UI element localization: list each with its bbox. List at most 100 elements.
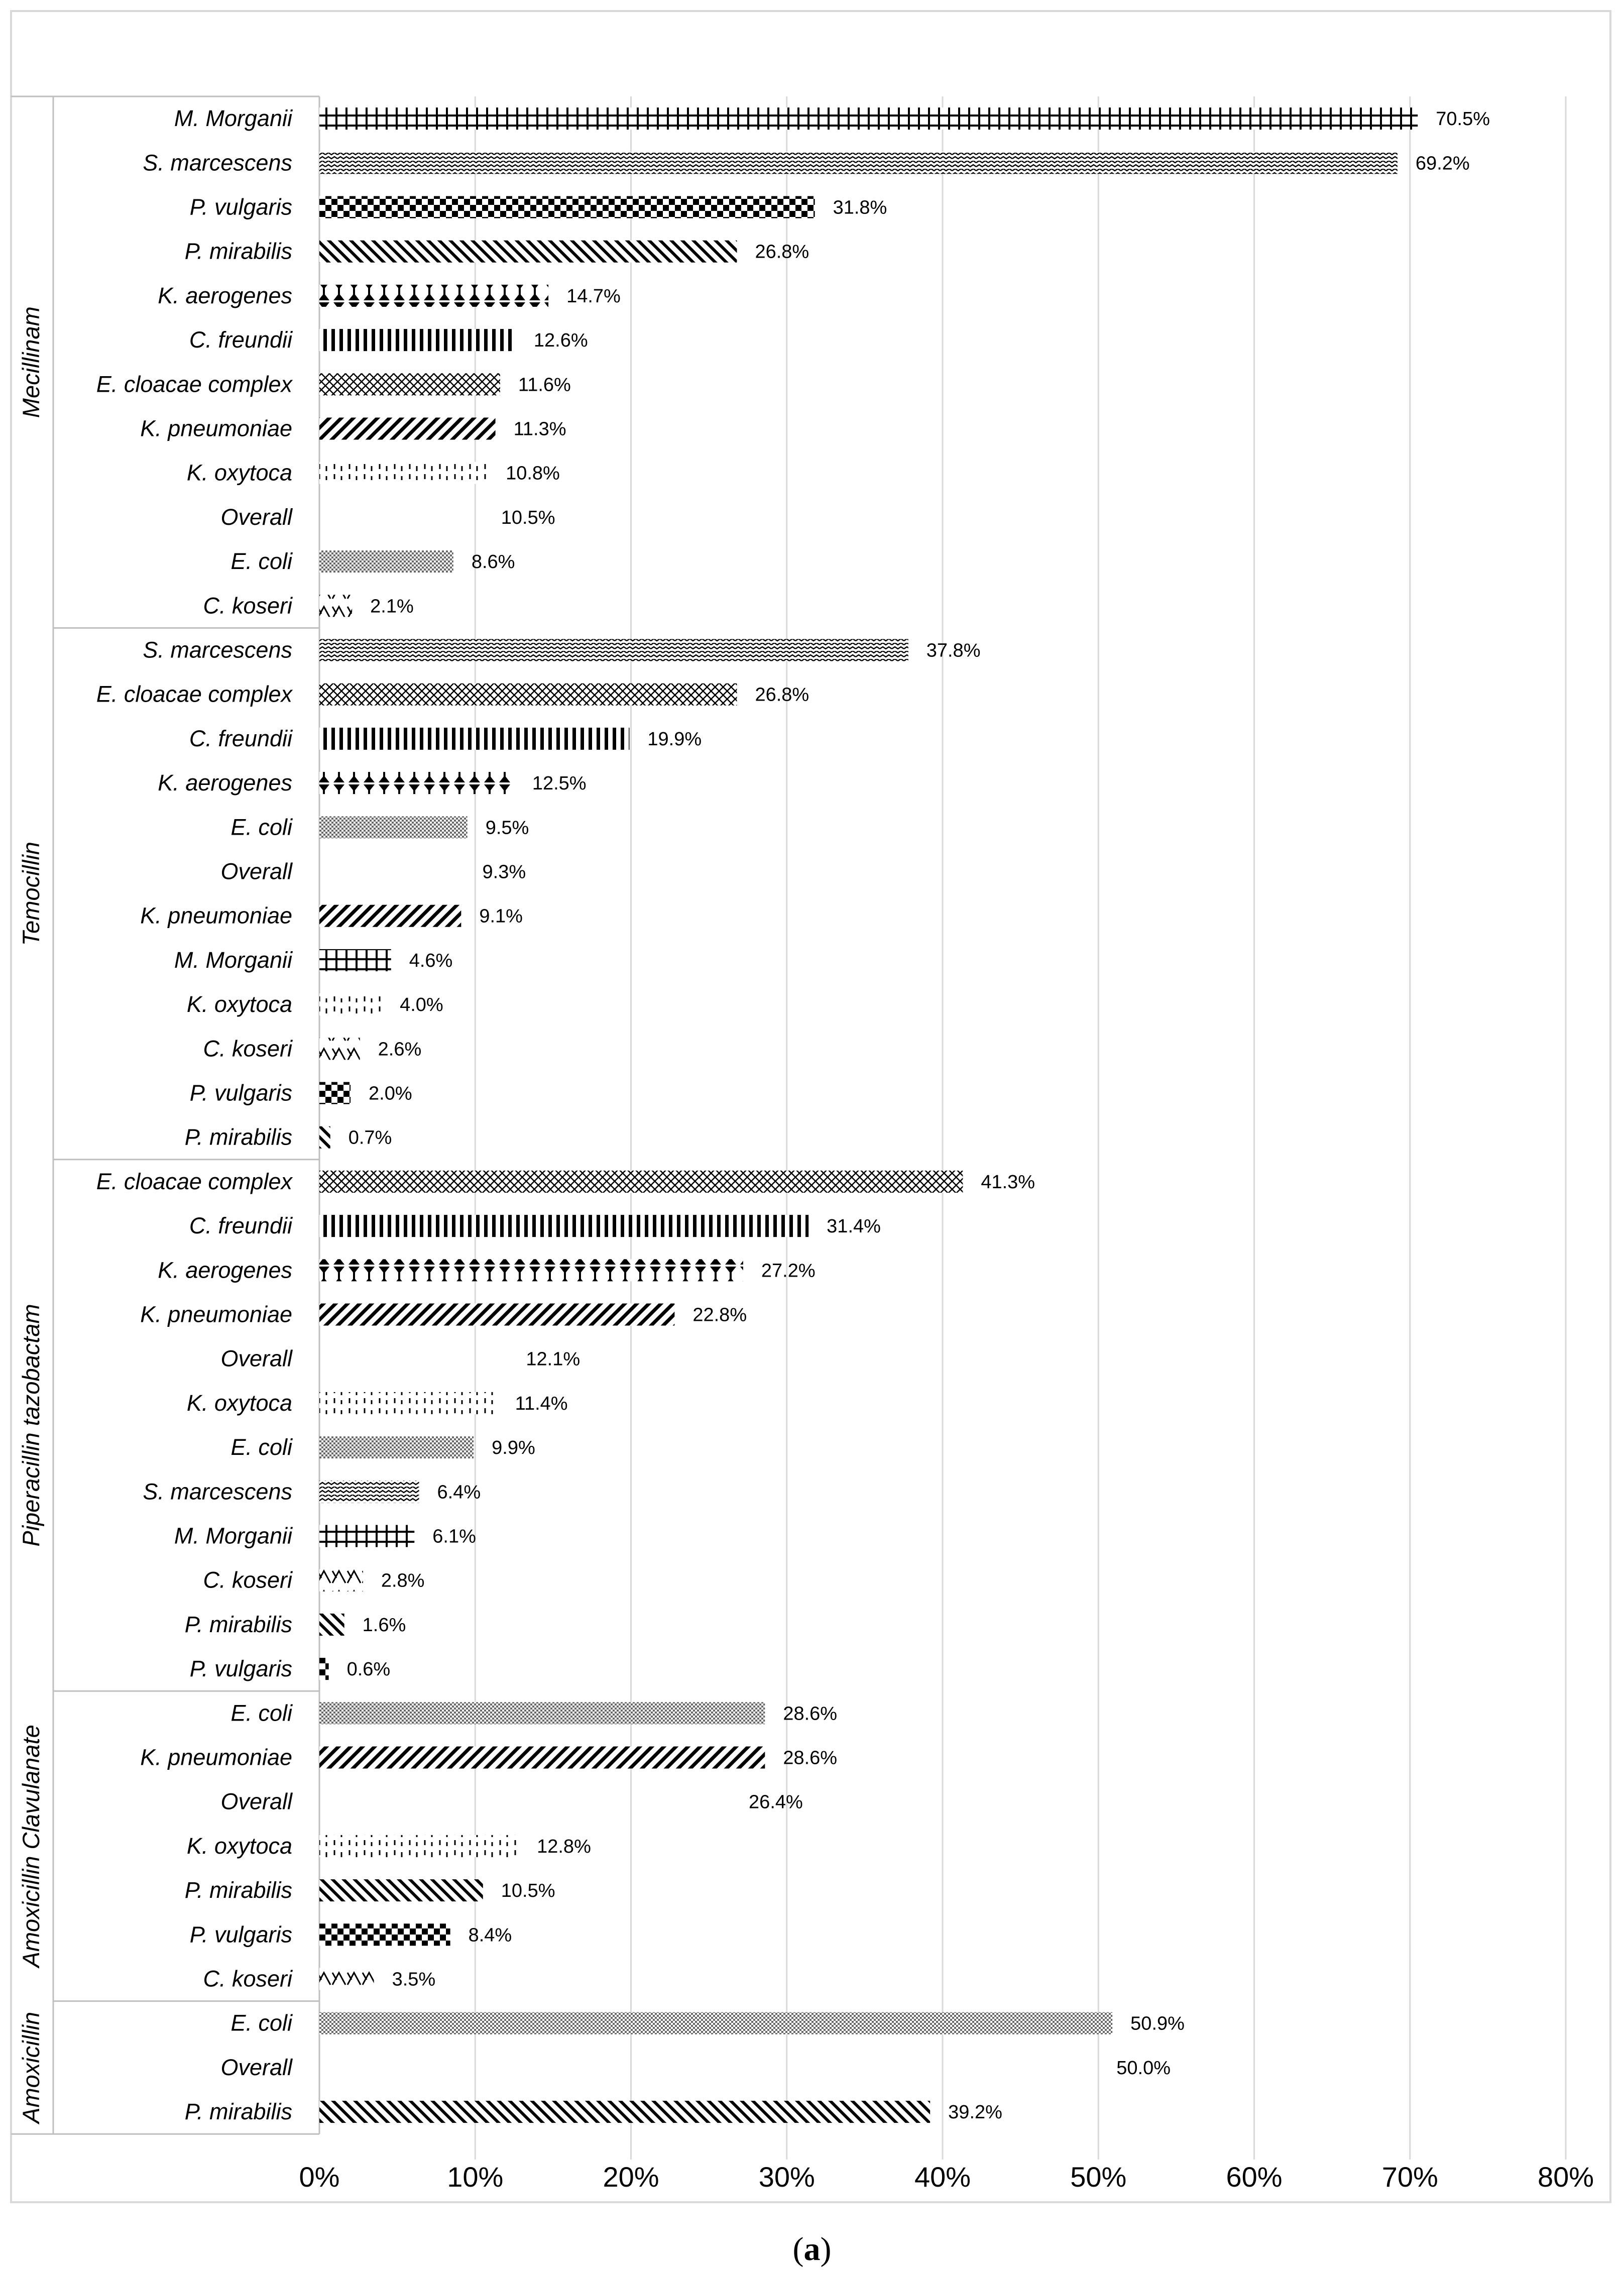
category-label: E. coli [230,1434,293,1460]
category-label: M. Morganii [174,947,293,973]
category-label: P. mirabilis [185,1124,292,1150]
category-table [11,95,320,2135]
chart-frame [10,10,1611,2203]
x-tick-label: 30% [759,2161,815,2193]
category-label: K. aerogenes [158,1257,292,1283]
value-label: 39.2% [948,2102,1002,2123]
bars [319,107,1418,2123]
x-tick-label: 80% [1538,2161,1594,2193]
value-label: 9.9% [492,1437,535,1458]
value-label: 19.9% [647,729,702,750]
value-label: 8.4% [469,1924,512,1946]
category-label: E. coli [230,1700,293,1726]
value-label: 0.6% [347,1659,391,1680]
x-tick-label: 40% [914,2161,971,2193]
value-label: 1.6% [363,1615,406,1636]
bar-mark [319,1746,765,1769]
bar-mark [319,1569,363,1592]
gridlines [474,96,1567,2160]
value-label: 2.6% [378,1039,422,1060]
value-label: 10.5% [501,507,555,528]
x-tick-label: 10% [447,2161,503,2193]
bar-mark [319,1923,450,1946]
bar-mark [319,284,549,307]
value-label: 2.8% [381,1570,425,1592]
bar-mark [319,727,630,750]
value-label: 3.5% [392,1969,436,1990]
category-label: K. oxytoca [187,460,292,486]
category-label: Overall [220,2055,293,2080]
value-label: 11.3% [514,419,566,440]
x-tick-label: 0% [299,2161,340,2193]
bar-mark [319,1436,474,1459]
value-label: 41.3% [981,1172,1035,1193]
value-label: 11.4% [515,1393,568,1414]
category-label: Overall [220,859,293,884]
value-label: 4.0% [400,994,443,1015]
category-label: C. freundii [189,327,293,353]
value-label: 31.8% [833,197,887,218]
bar-mark [319,1038,360,1060]
bar-mark [319,1303,675,1326]
bar-mark [319,595,353,617]
bar-mark [319,1968,374,1990]
value-label: 50.0% [1116,2058,1171,2079]
category-label: P. vulgaris [190,1656,292,1681]
value-label: 28.6% [783,1748,837,1769]
category-label: C. koseri [203,1567,293,1593]
value-label: 12.8% [537,1836,591,1857]
category-label: S. marcescens [143,150,292,175]
bar-mark [319,1392,497,1414]
category-label: P. mirabilis [185,1877,292,1903]
bar-mark [319,462,488,484]
bar-mark [319,772,514,794]
bar-mark [319,417,496,440]
value-label: 2.1% [370,596,414,617]
bar-mark [319,152,1398,174]
category-label: P. mirabilis [185,239,292,264]
value-label: 10.5% [501,1880,555,1901]
bar-mark [319,639,908,661]
category-label: P. mirabilis [185,1612,292,1637]
category-label: K. pneumoniae [140,1745,292,1770]
category-label: Overall [220,504,293,530]
bar-mark [319,2057,1098,2079]
bar-mark [319,1879,483,1902]
bar-mark [319,1525,415,1547]
bar-mark [319,1259,743,1282]
bar-mark [319,2012,1113,2034]
value-label: 9.3% [483,862,526,883]
bar-mark [319,329,516,352]
bar-mark [319,1613,344,1636]
group-label: Amoxicillin Clavulanate [18,1725,44,1969]
category-label: C. koseri [203,1036,293,1061]
category-label: K. oxytoca [187,1390,292,1416]
bar-mark [319,1082,351,1104]
bar-mark [319,816,468,839]
bar-mark [319,1215,809,1237]
bar-mark [319,373,500,396]
category-label: S. marcescens [143,637,292,663]
category-label: E. coli [230,814,293,840]
value-label: 10.8% [506,463,560,484]
group-label: Piperacillin tazobactam [18,1304,44,1546]
value-label: 0.7% [349,1127,392,1149]
category-label: C. freundii [189,726,293,751]
group-label: Temocillin [18,842,44,946]
category-label: E. coli [230,548,293,574]
category-label: P. vulgaris [190,1921,292,1947]
x-tick-label: 70% [1382,2161,1438,2193]
bar-mark [319,1658,329,1680]
group-label: Mecillinam [18,306,44,418]
labels: M. Morganii 70.5% S. marcescens 69.2% P. vul… [18,105,1490,2125]
value-label: 12.5% [532,773,587,794]
value-label: 26.8% [755,242,809,263]
bar-mark [319,1170,963,1193]
category-label: E. coli [230,2010,293,2036]
value-label: 26.8% [755,685,809,706]
value-label: 31.4% [827,1216,881,1237]
x-tick-label: 60% [1226,2161,1282,2193]
bar-mark [319,1791,731,1813]
figure-caption: (a) [793,2231,832,2267]
